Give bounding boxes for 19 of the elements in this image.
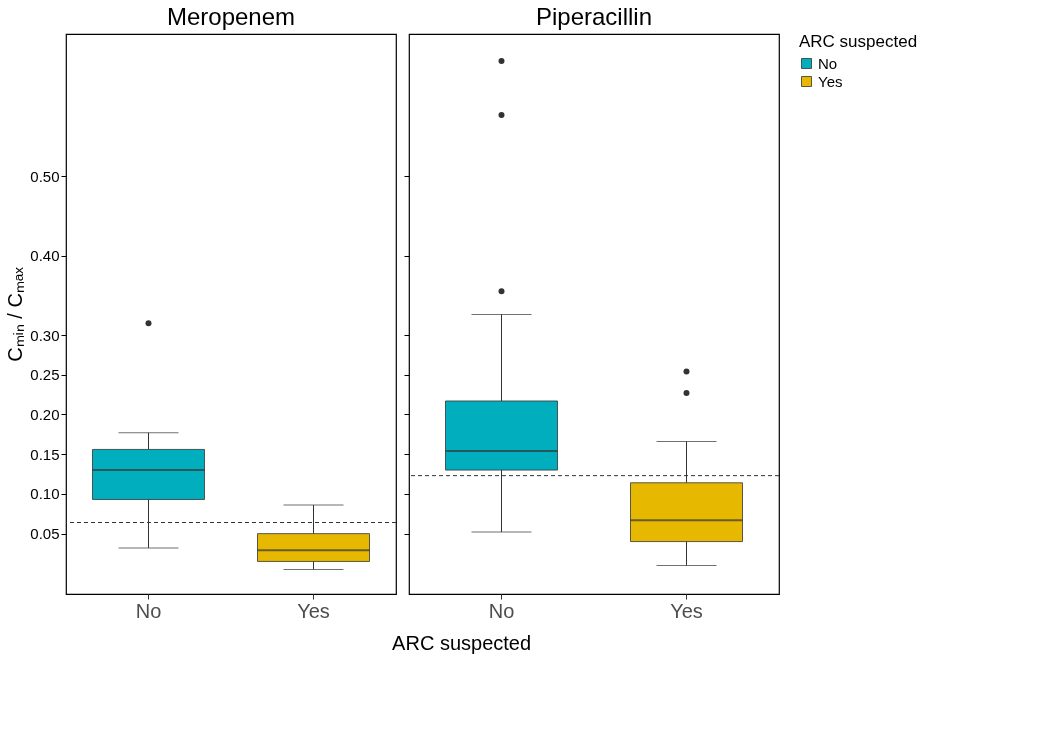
legend-label: Yes [818,72,843,90]
y-tick-label: 0.20 [30,405,60,423]
y-tick-label: 0.05 [30,525,60,543]
y-tick-label: 0.50 [30,167,60,185]
chart-title: Piperacillin [535,3,653,30]
y-axis-title: Cₘᵢₙ / Cₘₐₓ [4,266,27,362]
x-tick-label: No [488,599,515,622]
y-tick-label: 0.15 [30,445,60,463]
y-tick-label: 0.30 [30,326,60,344]
y-tick-label: 0.25 [30,366,60,384]
y-tick-label: 0.40 [30,247,60,265]
x-axis-title: ARC suspected [392,631,532,654]
x-tick-label: No [135,599,162,622]
x-tick-label: Yes [670,599,703,622]
legend-label: No [818,54,838,72]
x-tick-label: Yes [297,599,330,622]
y-tick-label: 0.10 [30,485,60,503]
chart-title: Meropenem [166,3,296,30]
legend-title: ARC suspected [799,32,918,51]
